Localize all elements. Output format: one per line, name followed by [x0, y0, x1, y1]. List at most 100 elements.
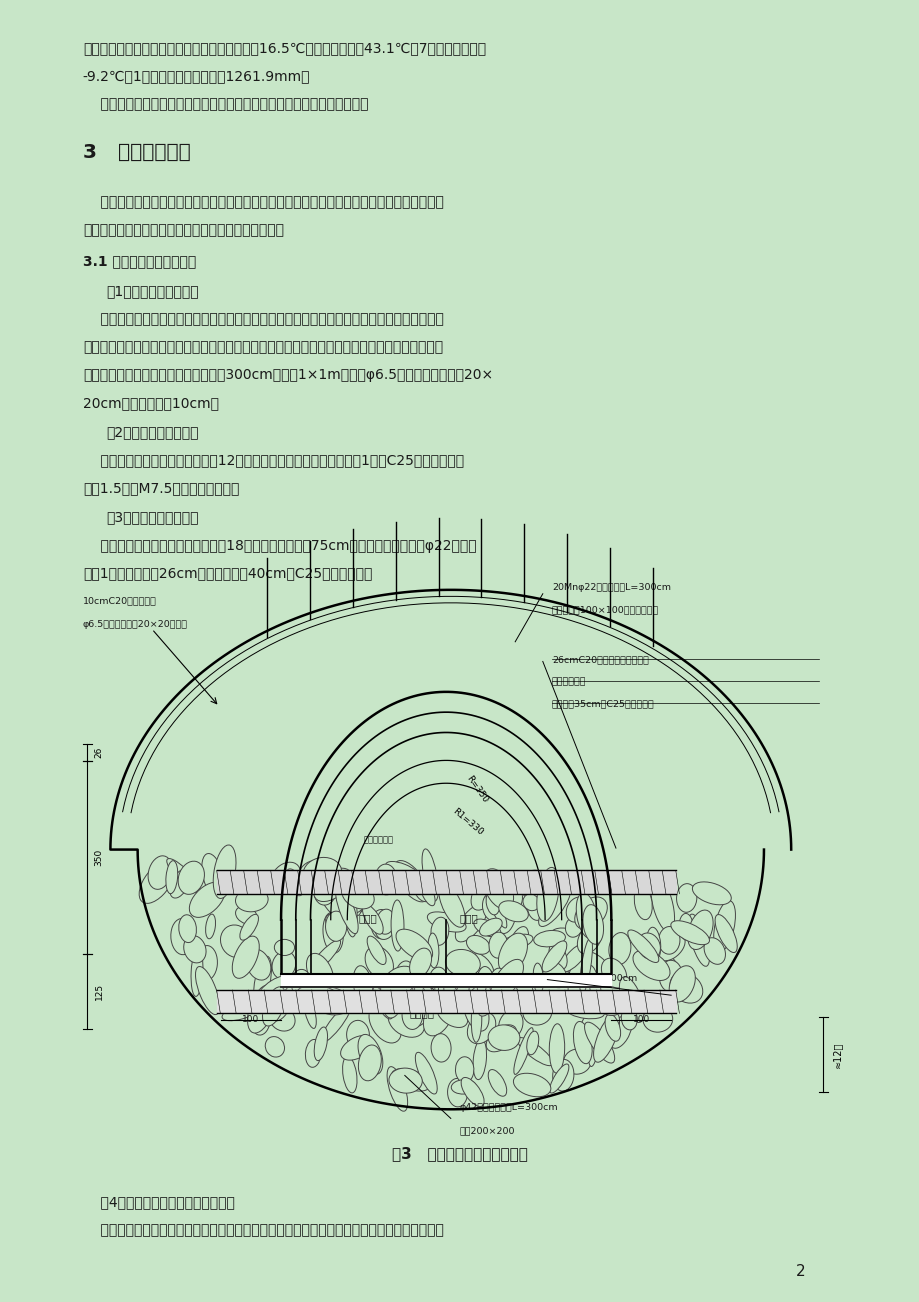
Text: 图3   斜井１号溶洞处治断面图: 图3 斜井１号溶洞处治断面图 — [391, 1146, 528, 1161]
Ellipse shape — [375, 914, 395, 940]
Ellipse shape — [437, 1001, 467, 1027]
Text: 350: 350 — [95, 849, 104, 866]
Ellipse shape — [457, 991, 484, 1005]
Ellipse shape — [297, 986, 337, 1003]
Ellipse shape — [552, 1060, 573, 1091]
Ellipse shape — [196, 966, 220, 1014]
Ellipse shape — [342, 1056, 357, 1092]
Ellipse shape — [488, 1025, 519, 1051]
Ellipse shape — [596, 997, 620, 1016]
Text: 26cmC20喷射混凝土及钢支撑: 26cmC20喷射混凝土及钢支撑 — [551, 655, 648, 664]
Ellipse shape — [353, 966, 372, 1005]
Ellipse shape — [257, 975, 290, 1003]
Ellipse shape — [166, 858, 200, 893]
Text: （1）溶洞顶部处理方案: （1）溶洞顶部处理方案 — [106, 284, 199, 298]
Text: 根据斜井岩溶发育特点，结合隧道工程的结构特点和受力特征，按拱部、边墙和底部三个部位: 根据斜井岩溶发育特点，结合隧道工程的结构特点和受力特征，按拱部、边墙和底部三个部… — [83, 195, 443, 210]
Ellipse shape — [463, 991, 489, 1031]
Text: 该溶洞回填高度较高，斜井内无法利用机械进行碾压，同时斜井倾角大，为了避免回填后沉降: 该溶洞回填高度较高，斜井内无法利用机械进行碾压，同时斜井倾角大，为了避免回填后沉… — [83, 1224, 443, 1237]
Text: 二次衬砌35cm厚C25模筑混凝土: 二次衬砌35cm厚C25模筑混凝土 — [551, 699, 654, 708]
Ellipse shape — [313, 868, 351, 901]
Ellipse shape — [346, 1021, 369, 1049]
Ellipse shape — [478, 999, 490, 1038]
Ellipse shape — [316, 871, 335, 884]
Ellipse shape — [505, 927, 528, 966]
Ellipse shape — [455, 904, 486, 941]
Ellipse shape — [325, 914, 342, 932]
Ellipse shape — [573, 1022, 592, 1064]
Ellipse shape — [251, 1004, 270, 1035]
Text: 3   溶洞处治方案: 3 溶洞处治方案 — [83, 142, 190, 161]
Ellipse shape — [313, 874, 336, 905]
Ellipse shape — [380, 966, 415, 999]
Ellipse shape — [637, 934, 660, 960]
Ellipse shape — [498, 934, 527, 974]
Ellipse shape — [310, 987, 351, 1016]
Ellipse shape — [460, 1078, 483, 1107]
Ellipse shape — [337, 871, 361, 915]
Ellipse shape — [476, 966, 494, 1003]
Ellipse shape — [372, 987, 392, 1019]
Text: R=350: R=350 — [464, 773, 489, 805]
Ellipse shape — [221, 924, 251, 957]
Ellipse shape — [286, 868, 303, 896]
Ellipse shape — [385, 862, 421, 881]
Ellipse shape — [388, 1006, 424, 1038]
Ellipse shape — [533, 931, 565, 947]
Ellipse shape — [438, 883, 465, 927]
Ellipse shape — [375, 865, 397, 894]
Ellipse shape — [387, 1066, 407, 1111]
Ellipse shape — [178, 861, 204, 894]
Ellipse shape — [527, 892, 547, 921]
Ellipse shape — [235, 888, 267, 911]
Text: （4）洞碴防沉降及斜井防滑移措施: （4）洞碴防沉降及斜井防滑移措施 — [83, 1195, 234, 1210]
Ellipse shape — [670, 921, 709, 945]
Ellipse shape — [221, 1003, 261, 1021]
Text: 26: 26 — [95, 747, 104, 758]
Ellipse shape — [567, 956, 584, 1003]
Ellipse shape — [389, 1068, 422, 1094]
Ellipse shape — [574, 897, 607, 930]
Ellipse shape — [393, 861, 428, 902]
Text: 为了起到减震效果，该段套拱采用18工字钢，纵向间距75cm，环向联结钢筋采用φ22钢筋，: 为了起到减震效果，该段套拱采用18工字钢，纵向间距75cm，环向联结钢筋采用φ2… — [83, 539, 476, 552]
Ellipse shape — [495, 893, 516, 934]
Text: （2）溶洞底部处理方案: （2）溶洞底部处理方案 — [106, 426, 199, 439]
Ellipse shape — [549, 1023, 564, 1073]
Ellipse shape — [687, 910, 712, 949]
Ellipse shape — [171, 918, 194, 954]
Ellipse shape — [391, 900, 403, 950]
Ellipse shape — [165, 861, 177, 893]
Ellipse shape — [274, 939, 294, 956]
Ellipse shape — [565, 1004, 604, 1018]
Ellipse shape — [354, 871, 369, 913]
Ellipse shape — [451, 1079, 476, 1094]
Ellipse shape — [413, 875, 433, 902]
Ellipse shape — [467, 1012, 495, 1044]
Ellipse shape — [232, 936, 259, 978]
Ellipse shape — [342, 883, 374, 909]
Ellipse shape — [428, 967, 448, 993]
Ellipse shape — [714, 914, 736, 953]
Ellipse shape — [369, 1005, 401, 1043]
Text: 20Mnφ22药卷锚杆，L=300cm: 20Mnφ22药卷锚杆，L=300cm — [551, 583, 670, 592]
Ellipse shape — [482, 893, 502, 921]
Ellipse shape — [471, 997, 482, 1043]
Text: 注，1.5米厚M7.5号浆砌片石回填。: 注，1.5米厚M7.5号浆砌片石回填。 — [83, 482, 239, 495]
Ellipse shape — [362, 905, 383, 935]
Text: 间距30×30cm: 间距30×30cm — [556, 995, 614, 1004]
Text: 溶洞底部回填较深，最深处达到12米，采用洞碴回填，洞碴顶部为厚1米的C25钢筋混凝土浇: 溶洞底部回填较深，最深处达到12米，采用洞碴回填，洞碴顶部为厚1米的C25钢筋混… — [83, 453, 463, 467]
Text: 隧道施工期间恰遇重庆市百年不遇的旱季，因此揭露时溶洞内基本无水。: 隧道施工期间恰遇重庆市百年不遇的旱季，因此揭露时溶洞内基本无水。 — [83, 98, 368, 112]
Ellipse shape — [565, 897, 587, 922]
Ellipse shape — [485, 889, 500, 915]
Ellipse shape — [687, 914, 709, 966]
Text: 100: 100 — [242, 1014, 259, 1023]
Ellipse shape — [343, 879, 357, 937]
Text: M7.5号浆砌片: M7.5号浆砌片 — [409, 995, 452, 1004]
Text: 复合防排水板: 复合防排水板 — [551, 677, 586, 686]
Text: φ12钢筋，L=100cm: φ12钢筋，L=100cm — [556, 974, 637, 983]
Ellipse shape — [651, 876, 674, 932]
Ellipse shape — [588, 966, 602, 1012]
Ellipse shape — [391, 980, 425, 996]
Ellipse shape — [516, 1038, 552, 1065]
Ellipse shape — [668, 966, 695, 1003]
Ellipse shape — [498, 935, 532, 950]
